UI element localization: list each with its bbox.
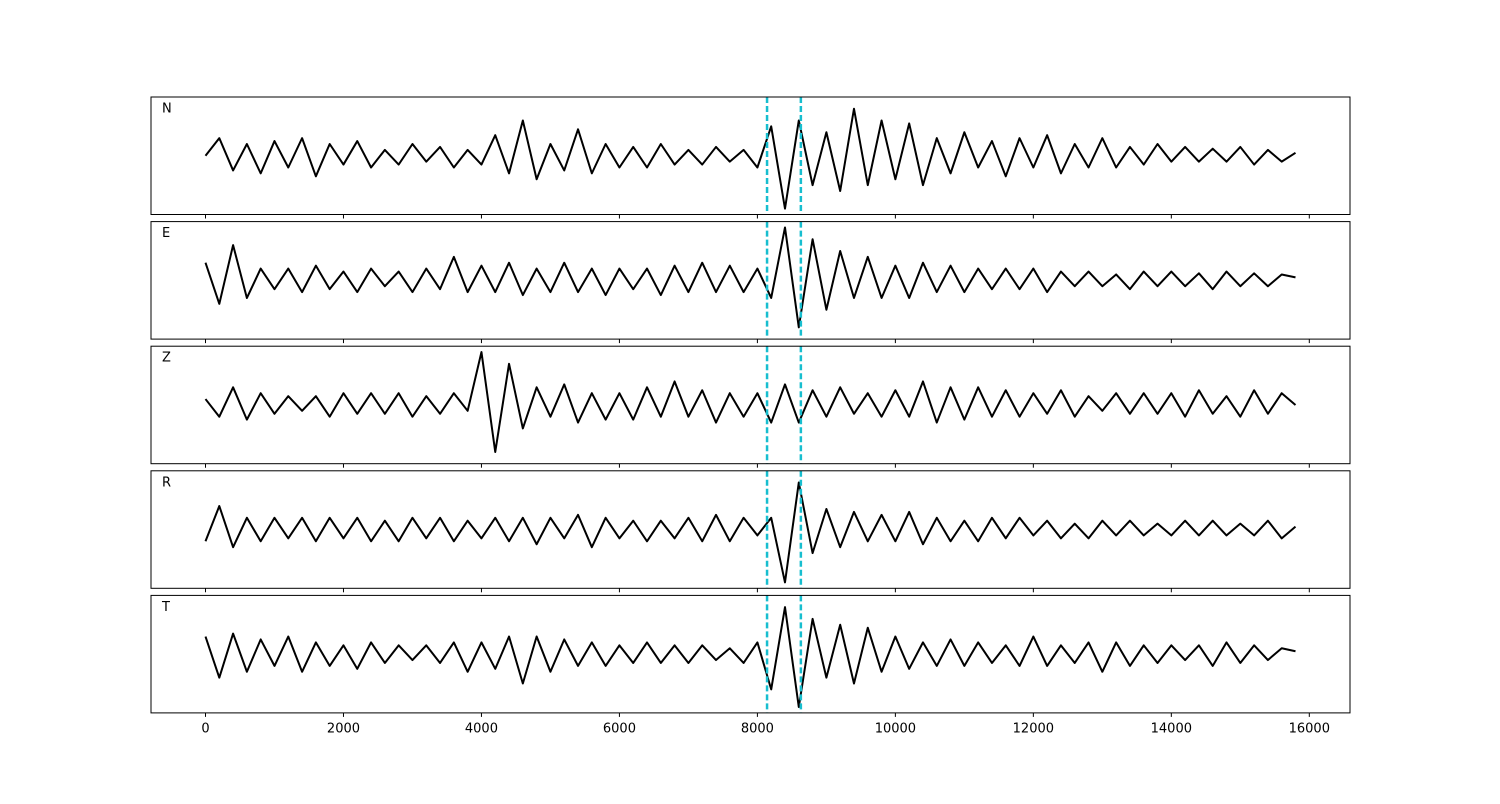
trace: [204, 226, 1296, 329]
trace: [204, 351, 1297, 453]
panel-label: E: [162, 226, 170, 241]
trace: [204, 107, 1297, 210]
panel-label: T: [161, 600, 170, 615]
trace: [204, 481, 1297, 584]
x-tick-label: 6000: [603, 721, 636, 736]
panel-label: N: [162, 102, 172, 117]
x-tick-label: 0: [201, 721, 209, 736]
panel-frame: [150, 221, 1351, 340]
x-tick-label: 14000: [1151, 721, 1192, 736]
panel-frame: [150, 594, 1351, 714]
x-tick-label: 10000: [875, 721, 916, 736]
panel-label: R: [162, 475, 171, 490]
panel-frame: [150, 470, 1351, 589]
x-tick-label: 8000: [741, 721, 774, 736]
panel-frame: [150, 345, 1351, 465]
x-tick-label: 4000: [465, 721, 498, 736]
x-tick-label: 16000: [1289, 721, 1330, 736]
panel-label: Z: [162, 351, 171, 366]
x-tick-label: 2000: [327, 721, 360, 736]
panel-frame: [150, 96, 1351, 215]
trace: [204, 606, 1296, 709]
x-tick-label: 12000: [1013, 721, 1054, 736]
